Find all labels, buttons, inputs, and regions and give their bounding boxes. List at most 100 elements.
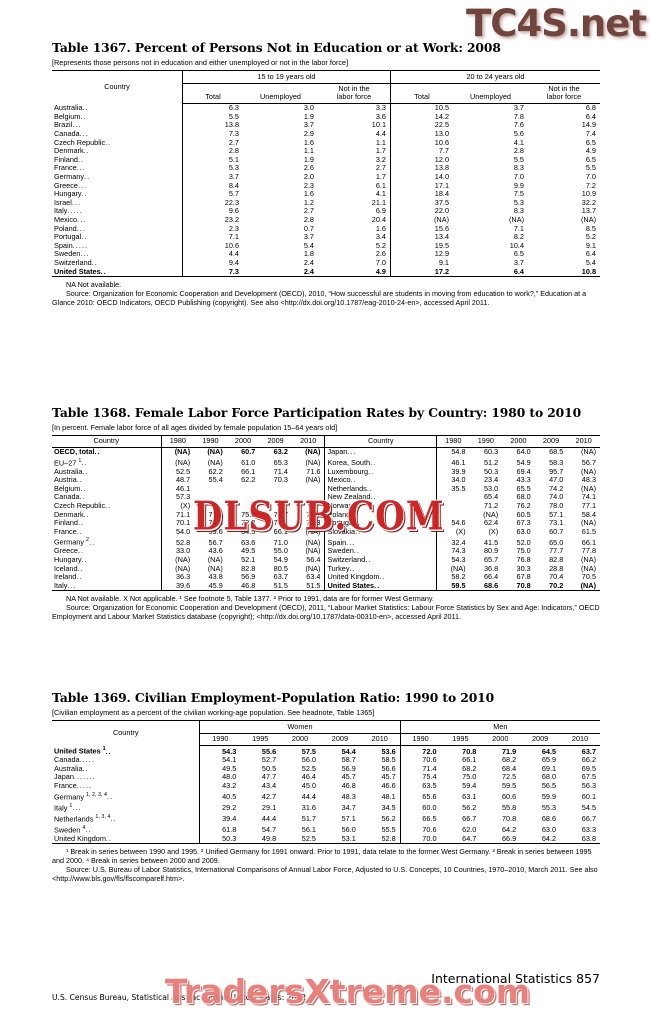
row-value-cell: 2.4 [243,267,318,278]
row-value-cell: 3.7 [182,172,243,182]
row-value-cell: 31.6 [301,803,316,813]
table-row: United Kingdom .. 50.3 49.8 52.5 53.1 52.8 70.… [52,834,600,845]
row-value-cell: 54.8 [435,447,470,457]
table-row: Denmark .. 2.8 1.1 1.7 7.7 2.8 4.9 [52,147,600,156]
row-value-cell: 48.3 [341,792,356,801]
row-value-cell: 3.7 [303,120,314,130]
row-value-cell: 6.9 [375,206,386,216]
row-value-cell: 78.0 [549,501,564,511]
row-value-cell: 32.4 [435,536,470,548]
leader-dots: ..... [72,241,89,250]
row-value-cell: 22.5 [390,121,453,131]
row-value-cell: 2.3 [303,180,314,190]
row-value-cell: (NA) [160,555,195,565]
row-value-cell: 43.2 [199,781,241,791]
row-value-cell [435,510,470,520]
row-value-cell: 45.7 [381,772,396,782]
row-value-cell: 66.1 [241,466,256,476]
row-value-cell: 12.9 [390,250,453,259]
row-value-cell: 58.3 [549,458,564,468]
leader-dots: .. [368,467,375,476]
row-value-cell: 66.1 [462,755,477,765]
row-value-cell: 54.5 [581,803,596,813]
row-value-cell: (NA) [160,456,195,468]
row-value-cell: 62.2 [241,475,256,485]
row-value-cell: 60.5 [516,509,531,519]
row-value-cell: 5.5 [513,154,524,164]
row-value-cell: 61.8 [199,823,241,835]
row-value-cell: 29.2 [199,801,241,813]
row-value-cell: 48.0 [199,773,241,782]
table-1367: Country 15 to 19 years old 20 to 24 year… [52,69,600,278]
row-value-cell: 15.6 [390,224,453,234]
row-country-label: Italy ..... [54,207,83,216]
row-value-cell: 10.6 [390,138,453,148]
row-value-cell: (NA) [305,475,321,485]
table-row: France .. 54.0 59.6 64.5 66.1 (NA) Slovakia ..… [52,527,600,537]
table-row: Canada ..... 54.1 52.7 56.0 58.7 58.5 70.6 66.1… [52,756,600,765]
row-value-cell: 58.2 [435,573,470,582]
leader-dots: ... [80,250,90,259]
row-value-cell: 7.0 [585,172,596,182]
row-value-cell: 59.5 [435,581,470,592]
row-value-cell: 52.8 [160,536,195,548]
leader-dots: .. [105,138,112,147]
table-row: Czech Republic .. (X) Norway .. 71.2 76.2 78.… [52,501,600,511]
row-value-cell: 57.1 [549,509,564,519]
row-country-label: United Kingdom .. [52,834,200,845]
row-value-cell: 77.7 [549,546,564,556]
row-value-cell: 6.5 [585,154,596,164]
row-value-cell: (NA) [390,215,453,225]
leader-dots: .. [352,502,359,511]
row-value-cell: 50.5 [261,763,277,773]
row-value-cell: 3.7 [513,103,524,113]
row-country-label: Germany .. [54,173,91,182]
row-value-cell: 49.8 [240,834,281,845]
row-value-cell: 60.1 [581,792,596,801]
row-value-cell: 51.2 [483,458,499,468]
row-value-cell: 54.3 [435,555,470,565]
table-row: Belgium .. 5.5 1.9 3.6 14.2 7.8 6.4 [52,111,600,122]
row-value-cell: 2.6 [375,249,386,259]
row-value-cell: 64.5 [541,746,557,756]
table-row: Greece ... 8.4 2.3 6.1 17.1 9.9 7.2 [52,180,600,191]
row-value-cell: 4.4 [182,250,243,259]
row-value-cell [292,485,325,494]
table-row: United States .. 7.3 2.4 4.9 17.2 6.4 10.8 [52,267,600,278]
row-value-cell: 60.7 [241,447,256,457]
row-value-cell: 68.6 [541,814,557,824]
row-country-label: Belgium .. [54,484,87,493]
leader-dots: .. [370,458,377,468]
row-value-cell: 62.0 [462,825,477,835]
row-value-cell: 1.9 [303,111,314,121]
table-row: France ... 5.3 2.6 2.7 13.8 8.3 5.5 [52,164,600,174]
row-value-cell: 74.2 [549,483,564,493]
row-value-cell: 64.2 [520,834,561,845]
footnote-marker: 1, 2, 3, 4 [86,791,108,798]
row-value-cell: 51.7 [301,814,316,824]
table-1367-notes: NA Not available. Source: Organization f… [52,280,600,307]
row-value-cell: 63.3 [581,825,596,835]
row-value-cell: 70.1 [160,519,195,528]
row-value-cell: 14.0 [390,172,453,182]
row-value-cell: 13.7 [581,206,596,216]
row-value-cell: 68.0 [541,772,557,782]
table-1367-block: Table 1367. Percent of Persons Not in Ed… [52,40,600,308]
row-value-cell: 65.5 [516,483,531,493]
table-row: Spain ..... 10.6 5.4 5.2 19.5 10.4 9.1 [52,241,600,251]
leader-dots: .. [76,476,83,485]
row-value-cell: 22.0 [390,207,453,216]
row-value-cell: 67.8 [516,572,531,582]
leader-dots: .. [80,484,87,493]
table-1369-block: Table 1369. Civilian Employment-Populati… [52,690,600,883]
leader-dots: ... [76,164,86,173]
table-row: Finland .. 70.1 73.8 72.2 74.1 73.3 Portugal .… [52,519,600,528]
row-value-cell: 48.1 [381,792,396,801]
leader-dots: .. [81,458,88,468]
row-value-cell: 61.0 [241,458,256,468]
row-value-cell: 9.9 [513,180,524,190]
leader-dots: .. [100,267,107,276]
table-row: Sweden 4 .. 61.8 54.7 56.1 56.0 55.5 70.6 62.0 6… [52,823,600,835]
row-value-cell: 6.5 [513,249,524,259]
row-value-cell: 46.1 [435,456,470,468]
